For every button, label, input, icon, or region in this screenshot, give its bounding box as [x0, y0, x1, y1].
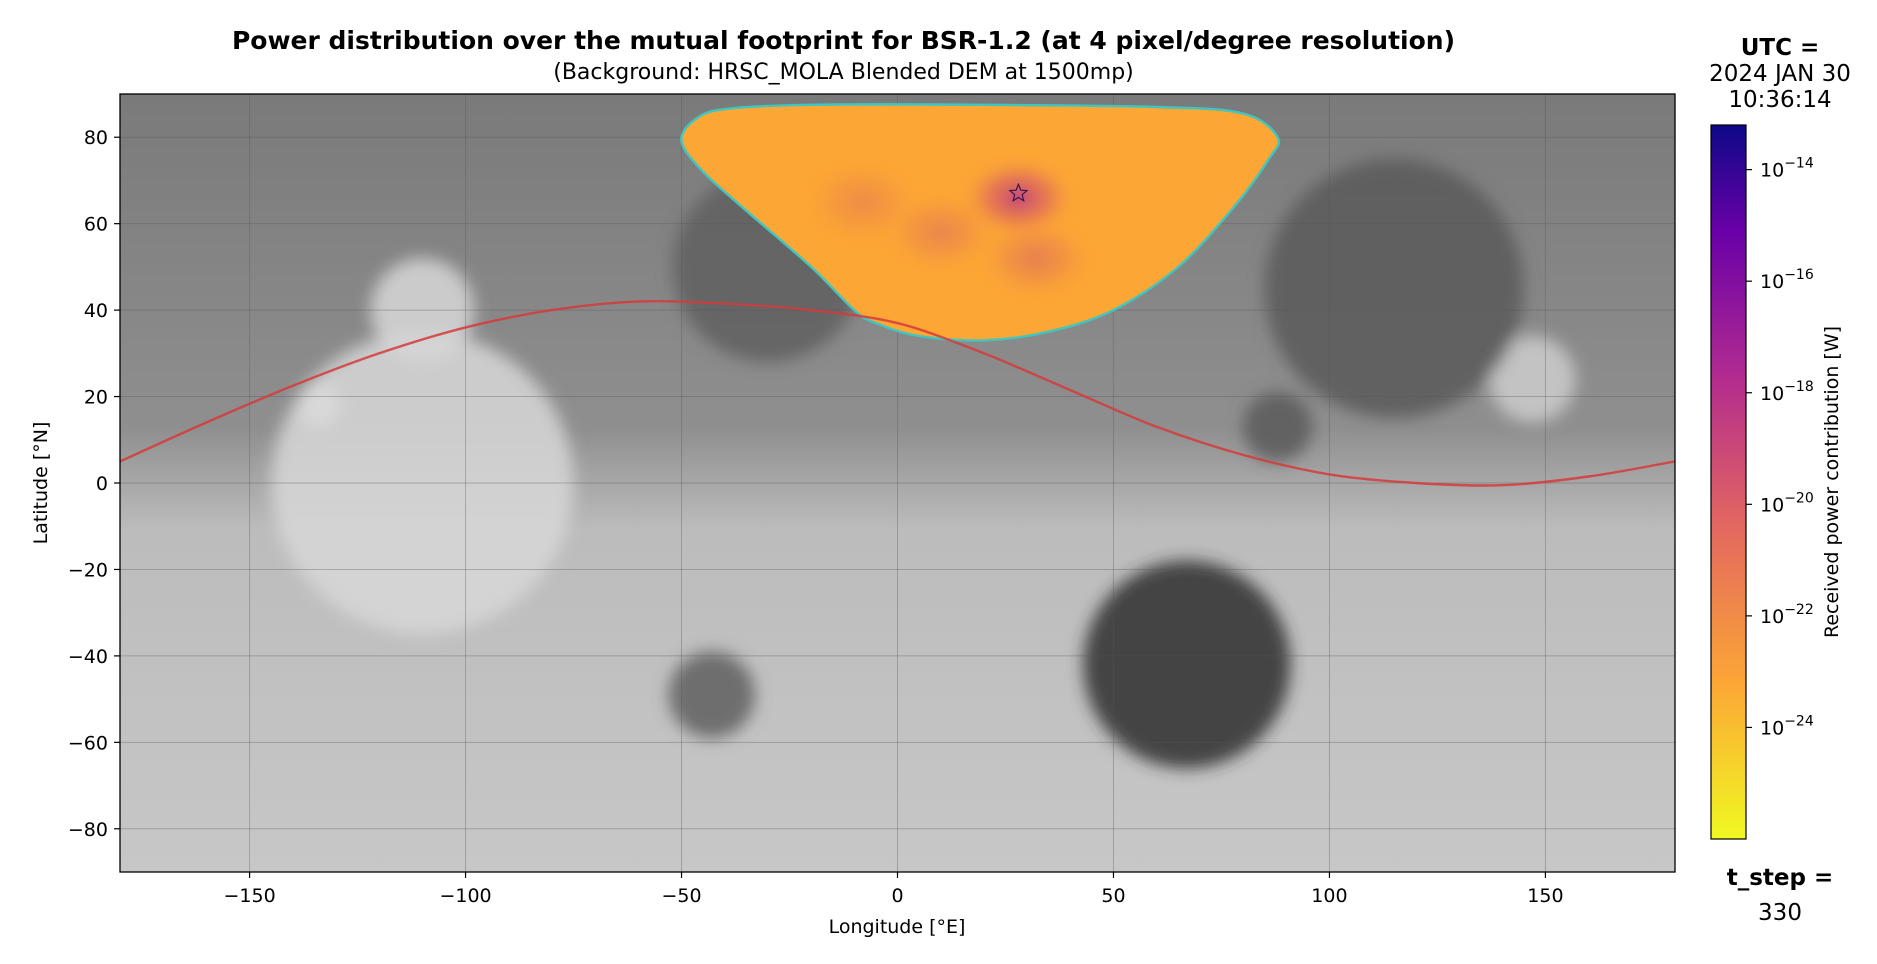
dem-feature: [1489, 336, 1576, 423]
x-tick-label: −50: [661, 885, 701, 907]
dem-feature: [271, 331, 574, 635]
y-tick-label: 0: [96, 473, 108, 495]
utc-date: 2024 JAN 30: [1709, 61, 1851, 87]
x-tick-label: 50: [1101, 885, 1125, 907]
chart-subtitle: (Background: HRSC_MOLA Blended DEM at 15…: [553, 60, 1134, 85]
chart-title: Power distribution over the mutual footp…: [231, 26, 1456, 55]
colorbar-tick-label: 10−16: [1760, 267, 1814, 293]
dem-feature: [668, 651, 755, 739]
x-tick-label: 100: [1311, 885, 1347, 907]
y-tick-label: 60: [84, 214, 108, 236]
y-axis: −80 −60 −40 −20 0 20 40 60 80: [68, 127, 120, 841]
y-axis-label: Latitude [°N]: [30, 422, 52, 545]
y-tick-label: 80: [84, 127, 108, 149]
footprint-hotspot: [802, 158, 924, 246]
footprint: [680, 103, 1281, 342]
colorbar-ticks: 10−14 10−16 10−18 10−20 10−22 10−24: [1746, 156, 1814, 739]
t-step-value: 330: [1758, 900, 1802, 926]
x-tick-label: 0: [891, 885, 903, 907]
colorbar-tick-label: 10−22: [1760, 602, 1814, 628]
footprint-hotspot: [975, 215, 1097, 302]
y-tick-label: −20: [68, 559, 108, 581]
dem-feature: [1243, 392, 1313, 462]
y-tick-label: −60: [68, 732, 108, 754]
t-step-label: t_step =: [1726, 865, 1834, 891]
y-tick-label: 20: [84, 387, 108, 409]
y-tick-label: −40: [68, 646, 108, 668]
colorbar-tick-label: 10−20: [1760, 490, 1814, 516]
x-tick-label: 150: [1527, 885, 1563, 907]
y-tick-label: −80: [68, 819, 108, 841]
ground-track-line: [120, 299, 1675, 487]
utc-time: 10:36:14: [1728, 87, 1832, 113]
dem-feature: [370, 258, 475, 362]
x-tick-label: −100: [439, 885, 491, 907]
dem-feature: [1083, 560, 1291, 769]
y-tick-label: 40: [84, 300, 108, 322]
colorbar-tick-label: 10−18: [1760, 379, 1814, 405]
utc-label: UTC =: [1740, 35, 1820, 61]
colorbar-tick-label: 10−14: [1760, 156, 1814, 182]
footprint-hotspots: [802, 154, 1097, 302]
x-tick-label: −150: [223, 885, 275, 907]
footprint-outline: [680, 103, 1281, 342]
dem-features: [271, 158, 1576, 769]
peak-star-marker: [1008, 182, 1029, 202]
colorbar: [1710, 124, 1747, 840]
dem-feature: [1264, 158, 1524, 419]
x-axis-label: Longitude [°E]: [829, 916, 966, 938]
colorbar-tick-label: 10−24: [1760, 713, 1814, 739]
colorbar-label: Received power contribution [W]: [1821, 326, 1843, 638]
x-axis: −150 −100 −50 0 50 100 150: [223, 872, 1564, 907]
